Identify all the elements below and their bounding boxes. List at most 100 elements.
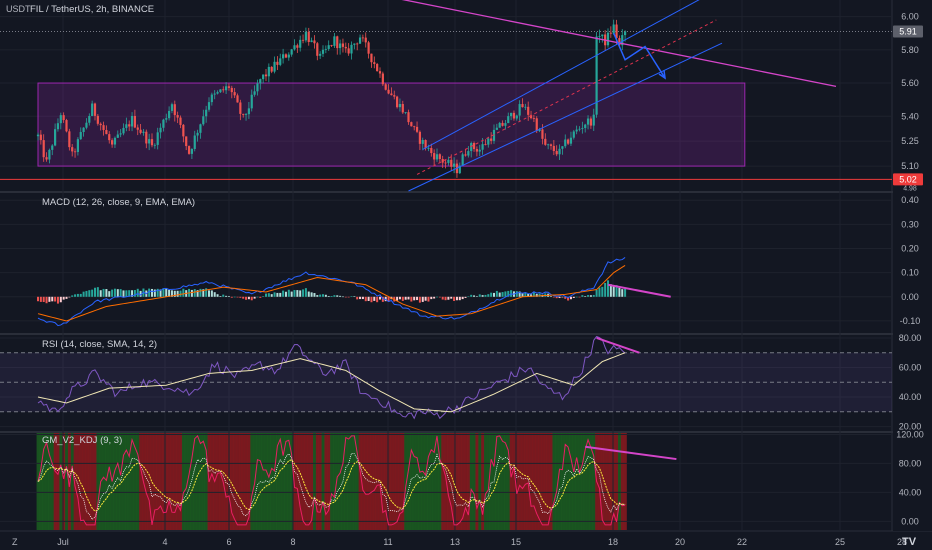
candle-body [148, 139, 151, 144]
kdj-background-bar [435, 433, 439, 530]
price-axis-area[interactable] [893, 0, 932, 531]
projection-arrow-path[interactable] [613, 32, 666, 79]
macd-title[interactable]: MACD (12, 26, close, 9, EMA, EMA) [42, 197, 195, 208]
kdj-divergence-line[interactable] [585, 445, 677, 461]
candle-body [59, 115, 62, 124]
candle-body [48, 149, 51, 160]
macd-divergence-line[interactable] [607, 283, 671, 298]
candle-body [341, 43, 345, 47]
kdj-background-bar [50, 433, 54, 530]
kdj-background-bar [586, 433, 590, 530]
candle-body [136, 127, 139, 130]
kdj-background-bar [122, 433, 126, 530]
channel-mid-line[interactable] [416, 19, 717, 175]
rsi-divergence-line[interactable] [596, 337, 640, 354]
candle-body [190, 148, 193, 154]
kdj-background-bar [332, 433, 337, 530]
kdj-background-bar [116, 433, 120, 530]
kdj-background-bar [378, 433, 382, 530]
x-tick-label: 8 [290, 537, 295, 547]
kdj-background-bar [606, 433, 610, 530]
macd-histogram-bar [208, 290, 210, 297]
macd-histogram-bar [587, 295, 590, 297]
kdj-background-bar [370, 433, 374, 530]
kdj-background-bar [461, 433, 465, 530]
kdj-tick-label: 120.00 [896, 429, 924, 439]
kdj-background-bar [538, 433, 542, 530]
kdj-background-bar [521, 433, 525, 530]
kdj-background-bar [620, 433, 624, 530]
candle-body [501, 122, 504, 126]
kdj-background-bar [107, 433, 111, 530]
macd-histogram-bar [210, 290, 213, 297]
kdj-background-bar [76, 433, 80, 530]
candle-body [518, 104, 521, 116]
channel-upper-line[interactable] [422, 0, 708, 150]
consolidation-rectangle[interactable] [37, 82, 746, 167]
macd-histogram-bar [481, 295, 484, 297]
kdj-background-bar [452, 433, 456, 530]
macd-histogram-bar [165, 288, 168, 297]
timezone-letter[interactable]: Z [12, 537, 18, 547]
macd-histogram-bar [216, 294, 219, 297]
macd-tick-label: -0.10 [900, 316, 921, 326]
candle-body [541, 129, 544, 139]
macd-histogram-bar [555, 296, 558, 299]
macd-histogram-bar [478, 294, 481, 297]
candle-body [250, 94, 253, 109]
candle-body [304, 31, 307, 41]
candle-body [99, 123, 102, 126]
macd-histogram-bar [122, 290, 125, 297]
rsi-title[interactable]: RSI (14, close, SMA, 14, 2) [42, 339, 157, 350]
macd-histogram-bar [490, 292, 493, 297]
kdj-background-bar [466, 433, 471, 530]
macd-histogram-bar [296, 290, 299, 297]
kdj-background-bar [321, 433, 325, 530]
candle-body [259, 79, 262, 84]
chart-marks [0, 19, 892, 526]
macd-histogram-bar [359, 296, 362, 300]
kdj-background-bar [549, 433, 553, 530]
drawing-tools[interactable] [289, 0, 837, 461]
macd-histogram-bar [438, 296, 441, 298]
macd-histogram-bar [356, 296, 359, 300]
macd-histogram-bar [273, 292, 276, 297]
macd-histogram-bar [618, 287, 621, 297]
candle-body [128, 124, 131, 127]
macd-histogram-bar [56, 296, 59, 304]
kdj-background-bar [344, 433, 348, 530]
candle-body [521, 104, 524, 108]
kdj-background-bar [293, 433, 297, 530]
candle-body [444, 162, 447, 164]
candle-body [510, 112, 513, 117]
macd-histogram-bar [96, 287, 99, 297]
kdj-background-bar [241, 433, 245, 530]
kdj-background-bar [523, 433, 528, 530]
pane-backgrounds [36, 433, 627, 530]
macd-histogram-bar [222, 294, 225, 297]
macd-histogram-bar [584, 296, 587, 297]
macd-histogram-bar [444, 296, 447, 301]
symbol-title[interactable]: FIL / TetherUS, 2h, BINANCE [30, 4, 154, 15]
macd-histogram-bar [227, 296, 230, 297]
kdj-title[interactable]: GM_V2_KDJ (9, 3) [42, 435, 122, 446]
macd-histogram-bar [524, 292, 527, 297]
kdj-background-bar [65, 433, 69, 530]
kdj-background-bar [518, 433, 522, 530]
macd-histogram-bar [159, 289, 162, 297]
kdj-background-bar [204, 433, 208, 530]
macd-histogram-bar [470, 294, 473, 297]
descending-trendline[interactable] [289, 0, 837, 88]
macd-histogram-bar [330, 295, 333, 297]
candle-body [62, 115, 65, 121]
macd-histogram-bar [458, 296, 461, 301]
candle-body [193, 135, 196, 149]
candle-body [150, 139, 154, 146]
kdj-background-bar [42, 433, 46, 530]
candle-body [569, 137, 573, 144]
kdj-background-bar [367, 433, 371, 530]
projection-arrowhead[interactable] [658, 69, 666, 80]
kdj-background-bar [318, 433, 322, 530]
channel-lower-line[interactable] [408, 42, 723, 192]
macd-histogram-bar [407, 296, 410, 300]
